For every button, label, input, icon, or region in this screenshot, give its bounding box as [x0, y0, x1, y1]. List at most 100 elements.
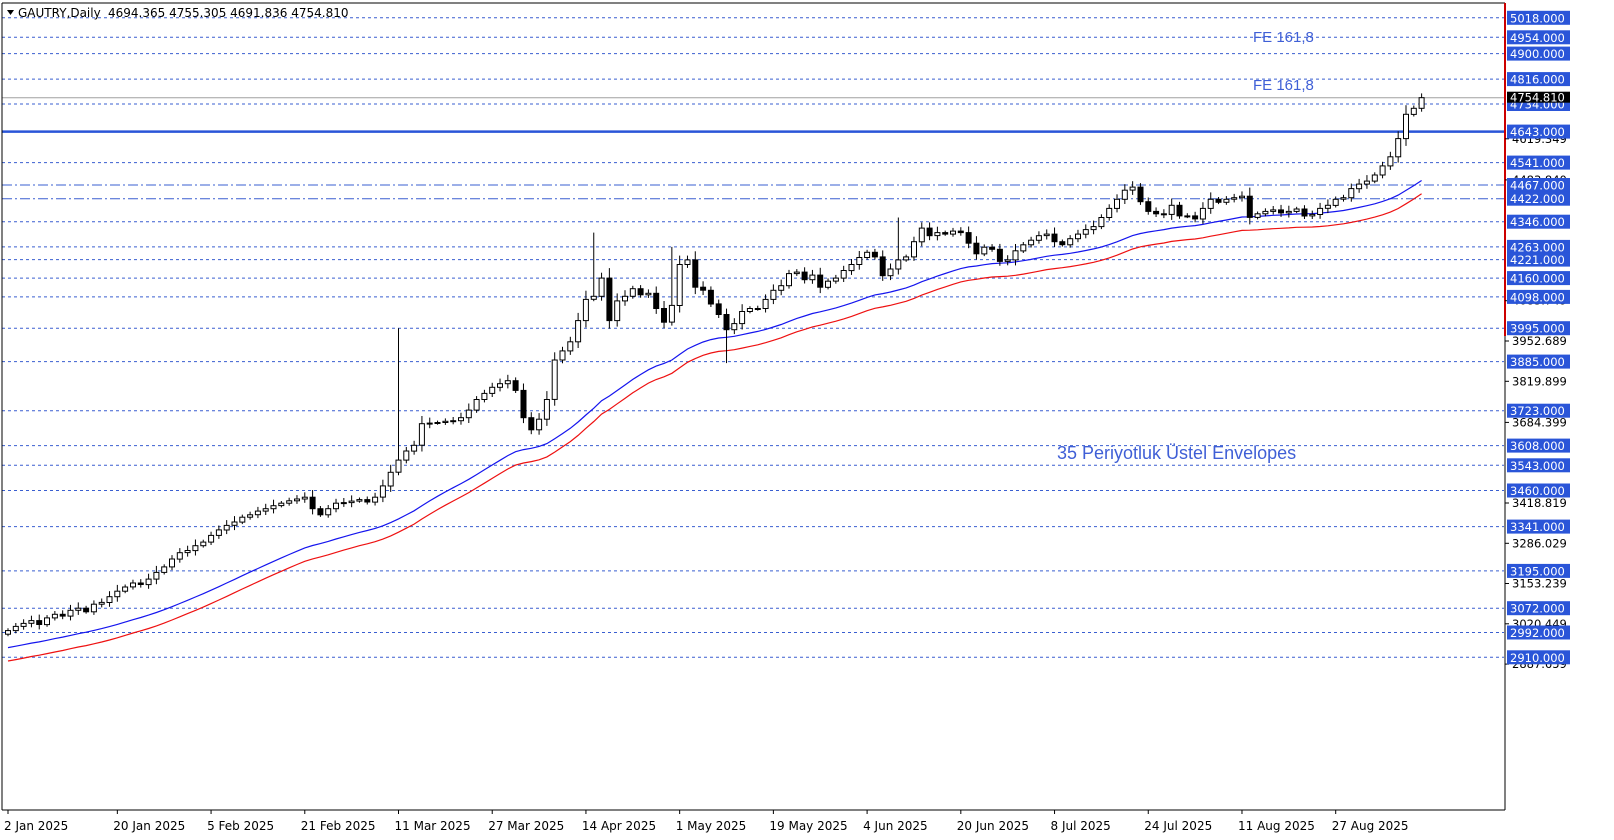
candle[interactable] — [200, 539, 207, 548]
candle[interactable] — [504, 374, 511, 389]
candle[interactable] — [106, 591, 113, 607]
candle[interactable] — [723, 308, 730, 364]
candle[interactable] — [1020, 242, 1027, 253]
level-price-box[interactable]: 2992.000 — [1507, 625, 1570, 641]
candle[interactable] — [356, 497, 363, 503]
candle[interactable] — [20, 619, 27, 630]
candle[interactable] — [36, 614, 43, 630]
candle[interactable] — [684, 255, 691, 268]
candle[interactable] — [661, 301, 667, 329]
candle[interactable] — [567, 336, 574, 355]
candle[interactable] — [372, 492, 379, 506]
candle[interactable] — [340, 498, 347, 507]
candle[interactable] — [278, 501, 285, 508]
candle[interactable] — [1160, 209, 1167, 219]
level-price-box[interactable]: 4954.000 — [1507, 30, 1570, 45]
level-price-box[interactable]: 3608.000 — [1507, 438, 1570, 454]
level-price-box[interactable]: 4098.000 — [1507, 289, 1570, 305]
candle[interactable] — [1207, 192, 1214, 214]
candle[interactable] — [98, 598, 105, 608]
candle[interactable] — [481, 389, 488, 403]
candle[interactable] — [981, 244, 988, 257]
candle[interactable] — [130, 579, 136, 590]
level-price-box[interactable]: 4263.000 — [1507, 239, 1570, 255]
candle[interactable] — [707, 286, 714, 307]
candle[interactable] — [942, 230, 949, 236]
candle[interactable] — [1246, 187, 1253, 225]
candle[interactable] — [918, 222, 925, 247]
candle[interactable] — [832, 274, 839, 284]
level-price-box[interactable]: 4467.000 — [1507, 178, 1570, 193]
candle[interactable] — [848, 259, 855, 275]
candle[interactable] — [1215, 197, 1222, 205]
candle[interactable] — [731, 318, 738, 335]
candle[interactable] — [1129, 181, 1136, 195]
candle[interactable] — [325, 505, 332, 518]
candle[interactable] — [450, 417, 457, 425]
candle[interactable] — [83, 605, 90, 614]
candle[interactable] — [840, 265, 847, 282]
indicator-annotation[interactable]: 35 Periyotluk Üstel Envelopes — [1057, 443, 1296, 463]
candle[interactable] — [770, 284, 777, 305]
candle[interactable] — [606, 268, 613, 329]
candle[interactable] — [208, 531, 215, 545]
candle[interactable] — [598, 272, 605, 301]
candle[interactable] — [520, 383, 527, 424]
candle[interactable] — [294, 495, 300, 504]
candle[interactable] — [1192, 211, 1199, 223]
candle[interactable] — [1082, 224, 1089, 239]
candle[interactable] — [543, 391, 550, 426]
level-price-box[interactable]: 3072.000 — [1507, 601, 1570, 616]
candle[interactable] — [411, 440, 418, 455]
candle[interactable] — [262, 503, 269, 515]
candle[interactable] — [1199, 202, 1206, 224]
level-price-box[interactable]: 4816.000 — [1507, 72, 1570, 87]
level-price-box[interactable]: 3543.000 — [1507, 458, 1570, 473]
candle[interactable] — [161, 564, 168, 575]
candle[interactable] — [911, 236, 917, 261]
level-price-box[interactable]: 4541.000 — [1507, 155, 1570, 171]
candle[interactable] — [1403, 105, 1409, 146]
candle[interactable] — [668, 246, 675, 326]
candle[interactable] — [254, 506, 261, 519]
candle[interactable] — [1004, 255, 1011, 266]
candle[interactable] — [559, 346, 566, 364]
candle[interactable] — [989, 244, 996, 252]
candle[interactable] — [223, 520, 230, 535]
candle[interactable] — [1371, 172, 1378, 184]
candle[interactable] — [403, 447, 410, 464]
candle[interactable] — [1293, 206, 1300, 214]
candle[interactable] — [957, 227, 964, 236]
candle[interactable] — [715, 299, 722, 318]
candle[interactable] — [1309, 210, 1316, 219]
time-scale[interactable]: 2 Jan 2025 20 Jan 2025 5 Feb 2025 21 Feb 20… — [4, 810, 1409, 833]
candle[interactable] — [489, 382, 496, 397]
candle[interactable] — [465, 403, 472, 424]
candle[interactable] — [317, 506, 324, 517]
candle[interactable] — [1356, 178, 1363, 193]
level-price-box[interactable]: 3723.000 — [1507, 403, 1570, 419]
candle[interactable] — [1317, 202, 1324, 219]
candle[interactable] — [169, 555, 175, 571]
level-price-box[interactable]: 2910.000 — [1507, 650, 1570, 665]
candle[interactable] — [192, 539, 199, 556]
candle[interactable] — [1231, 193, 1238, 203]
candle[interactable] — [637, 285, 644, 298]
price-scale[interactable]: 4619.3494483.8404085.7493952.6893819.899… — [1505, 10, 1570, 671]
candle[interactable] — [996, 243, 1003, 266]
candle[interactable] — [1278, 204, 1284, 217]
candle[interactable] — [379, 479, 386, 503]
candle[interactable] — [926, 222, 933, 241]
candle[interactable] — [1043, 229, 1050, 240]
candle[interactable] — [1137, 183, 1144, 205]
candle[interactable] — [801, 267, 808, 284]
candle[interactable] — [1379, 161, 1386, 179]
candle[interactable] — [575, 312, 582, 348]
candle[interactable] — [426, 417, 433, 429]
candle[interactable] — [1285, 205, 1292, 218]
candle[interactable] — [395, 328, 402, 476]
candle[interactable] — [754, 305, 761, 311]
candle[interactable] — [1340, 194, 1347, 202]
candle[interactable] — [59, 610, 66, 620]
level-price-box[interactable]: 4900.000 — [1507, 46, 1570, 62]
